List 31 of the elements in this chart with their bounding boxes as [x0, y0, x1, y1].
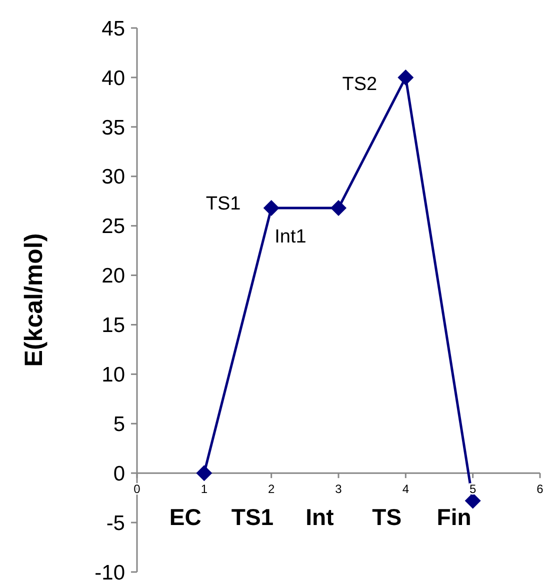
point [398, 69, 414, 86]
y-tick-label: 10 [102, 364, 125, 387]
point [464, 492, 481, 509]
point [196, 465, 212, 482]
annotation: TS2 [342, 74, 378, 96]
annotation: Int [306, 504, 334, 530]
y-tick-label: 25 [102, 215, 125, 238]
x-tick-label: 0 [134, 482, 141, 496]
y-axis-title: E(kcal/mol) [20, 233, 48, 367]
y-tick-label: 45 [102, 17, 125, 40]
x-tick-label: 4 [402, 482, 410, 496]
x-tick-label: 6 [536, 482, 544, 496]
point [263, 200, 280, 216]
y-tick-label: 40 [102, 66, 125, 90]
y-tick-label: -5 [106, 512, 125, 535]
y-tick-label: 5 [113, 412, 125, 436]
x-tick-label: 2 [268, 482, 275, 496]
x-tick-label: 3 [335, 482, 342, 496]
annotation: EC [169, 504, 202, 530]
y-tick-label: -10 [94, 561, 125, 582]
annotation: TS [372, 504, 402, 530]
y-tick-label: 30 [102, 166, 125, 189]
annotation: TS1 [206, 194, 241, 215]
y-tick-label: 20 [102, 264, 125, 288]
annotation: TS1 [231, 504, 274, 530]
x-tick-label: 1 [200, 482, 208, 496]
annotation: Int1 [274, 226, 306, 248]
y-tick-label: 15 [102, 314, 125, 338]
y-tick-label: 35 [102, 116, 125, 140]
point [330, 200, 346, 216]
annotation: Fin [436, 504, 472, 530]
